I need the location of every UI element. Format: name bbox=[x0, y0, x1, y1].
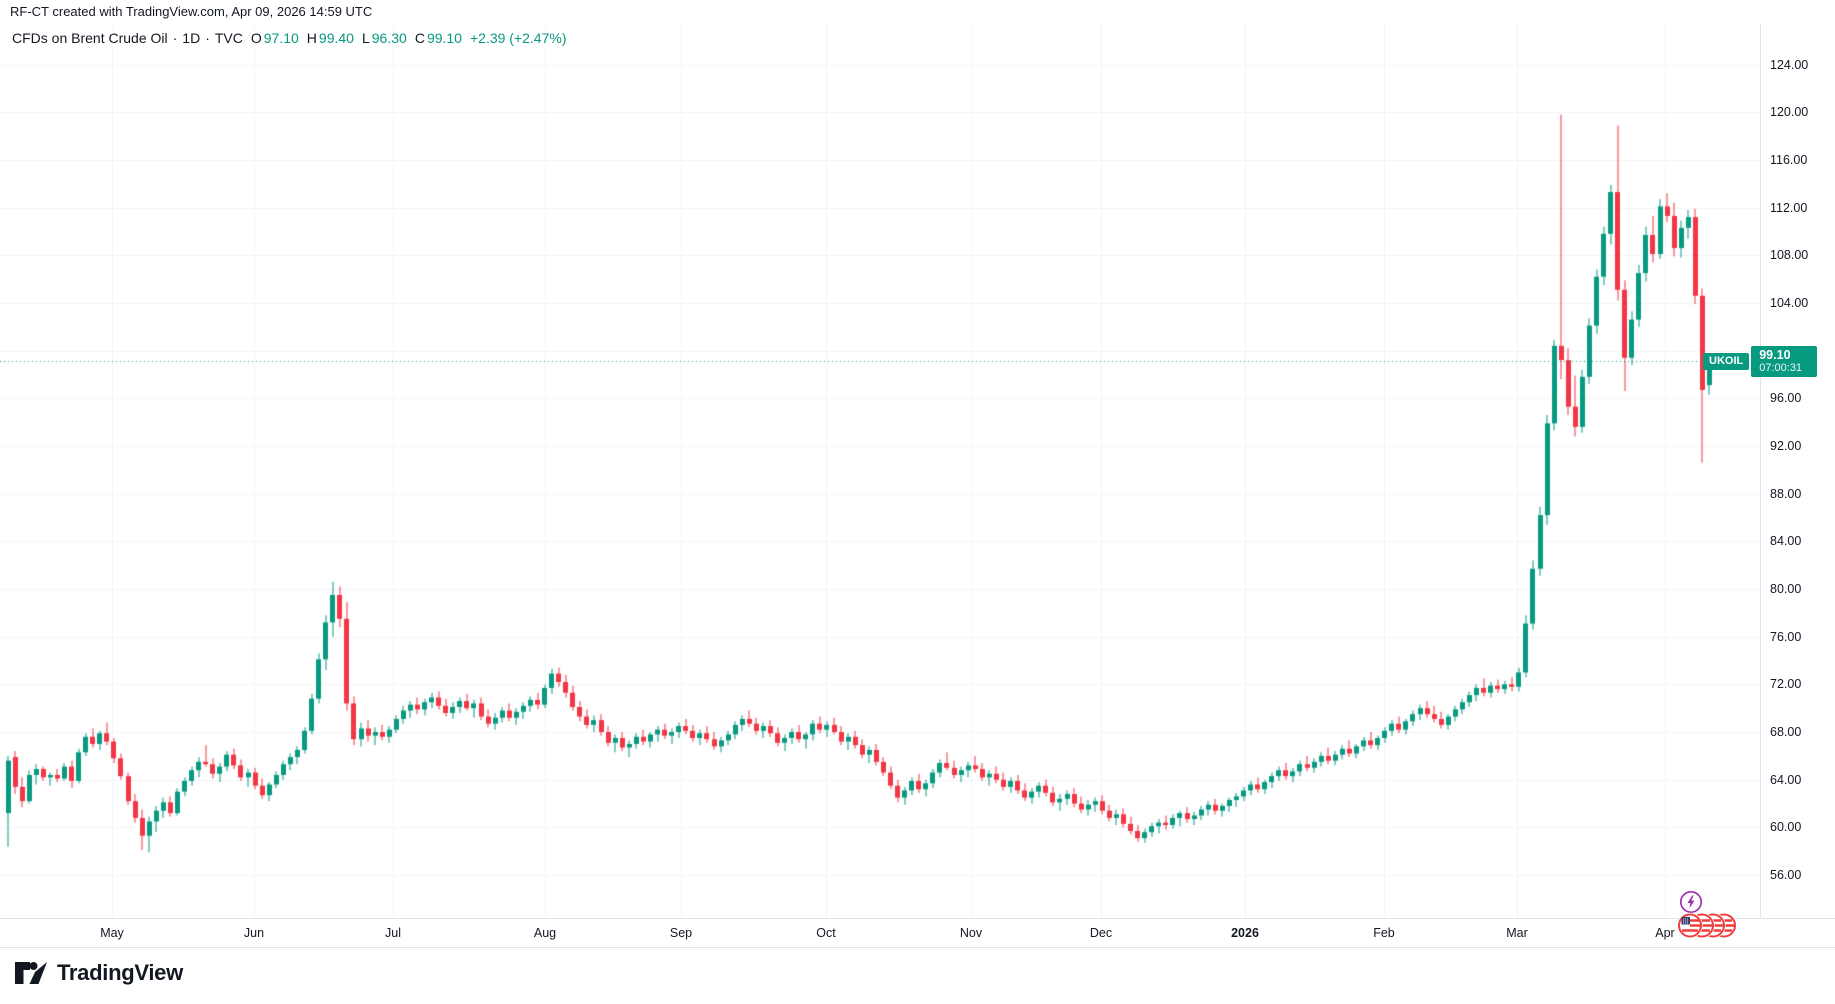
exchange-label: TVC bbox=[214, 30, 243, 46]
price-tick-label: 76.00 bbox=[1770, 629, 1802, 644]
price-tick-label: 92.00 bbox=[1770, 438, 1802, 453]
tradingview-logo-text: TradingView bbox=[57, 960, 183, 985]
time-tick-label: Feb bbox=[1373, 926, 1395, 940]
time-tick-label: Mar bbox=[1506, 926, 1528, 940]
open-value: 97.10 bbox=[263, 30, 299, 46]
price-tick-label: 84.00 bbox=[1770, 534, 1802, 549]
chart-area: CFDs on Brent Crude Oil · 1D · TVC O 97.10 H 99.… bbox=[0, 24, 1835, 948]
price-tick-label: 80.00 bbox=[1770, 582, 1802, 596]
tradingview-logo[interactable]: TradingView bbox=[14, 960, 183, 986]
chart-legend[interactable]: CFDs on Brent Crude Oil · 1D · TVC O 97.10 H 99.… bbox=[12, 29, 573, 47]
time-tick-label: Jul bbox=[385, 926, 401, 940]
price-countdown-box: 99.10 07:00:31 bbox=[1751, 346, 1818, 378]
price-axis[interactable]: 124.00120.00116.00112.00108.00104.00100.… bbox=[1760, 24, 1835, 918]
footer-bar: TradingView bbox=[0, 949, 1835, 1004]
close-value: 99.10 bbox=[426, 30, 462, 46]
candlestick-chart[interactable] bbox=[0, 24, 1760, 918]
time-tick-label: Dec bbox=[1089, 926, 1113, 940]
price-tick-label: 116.00 bbox=[1770, 152, 1808, 167]
change-value: +2.39 (+2.47%) bbox=[469, 30, 567, 46]
high-value: 99.40 bbox=[318, 30, 354, 46]
flag-circle-us bbox=[1677, 912, 1703, 939]
price-tick-label: 112.00 bbox=[1770, 200, 1808, 215]
high-label: H bbox=[306, 30, 317, 46]
current-price-label: UKOIL 99.10 07:00:31 bbox=[1703, 346, 1818, 378]
separator-dot: · bbox=[205, 30, 210, 46]
time-tick-label: Nov bbox=[959, 926, 983, 940]
tradingview-logo-mark bbox=[15, 962, 47, 984]
time-tick-label: May bbox=[100, 926, 124, 940]
price-tick-label: 72.00 bbox=[1770, 677, 1802, 692]
price-tick-label: 120.00 bbox=[1770, 105, 1809, 120]
current-price-value: 99.10 bbox=[1759, 348, 1791, 363]
price-tick-label: 108.00 bbox=[1770, 248, 1809, 263]
time-axis[interactable]: May Jun Jul Aug Sep Oct Nov Dec 2026 Feb Mar Apr bbox=[0, 918, 1835, 948]
price-tick-label: 68.00 bbox=[1770, 725, 1802, 740]
time-tick-label: Oct bbox=[816, 926, 836, 940]
close-label: C bbox=[414, 30, 425, 46]
price-tick-label: 88.00 bbox=[1770, 486, 1802, 501]
time-tick-label: Aug bbox=[533, 926, 557, 940]
low-label: L bbox=[361, 30, 370, 46]
price-tick-label: 96.00 bbox=[1770, 391, 1802, 406]
time-tick-label: Jun bbox=[243, 926, 265, 940]
price-tick-label: 56.00 bbox=[1770, 868, 1802, 883]
low-value: 96.30 bbox=[371, 30, 407, 46]
us-flag-events-icon[interactable] bbox=[1677, 912, 1737, 944]
price-tick-label: 60.00 bbox=[1770, 820, 1802, 835]
price-tick-label: 124.00 bbox=[1770, 57, 1809, 72]
attribution-text: RF-CT created with TradingView.com, Apr … bbox=[10, 4, 373, 19]
time-tick-label: Sep bbox=[669, 926, 693, 940]
lightning-events-icon[interactable] bbox=[1679, 890, 1703, 919]
symbol-badge: UKOIL bbox=[1703, 353, 1750, 371]
price-tick-label: 104.00 bbox=[1770, 295, 1809, 310]
bar-countdown: 07:00:31 bbox=[1759, 362, 1803, 375]
time-tick-label: Apr bbox=[1655, 926, 1675, 940]
separator-dot: · bbox=[172, 30, 178, 46]
timeframe-label: 1D bbox=[182, 30, 201, 46]
price-tick-label: 64.00 bbox=[1770, 772, 1802, 787]
symbol-title: CFDs on Brent Crude Oil bbox=[12, 30, 168, 46]
time-tick-label: 2026 bbox=[1231, 926, 1259, 940]
open-label: O bbox=[250, 30, 262, 46]
